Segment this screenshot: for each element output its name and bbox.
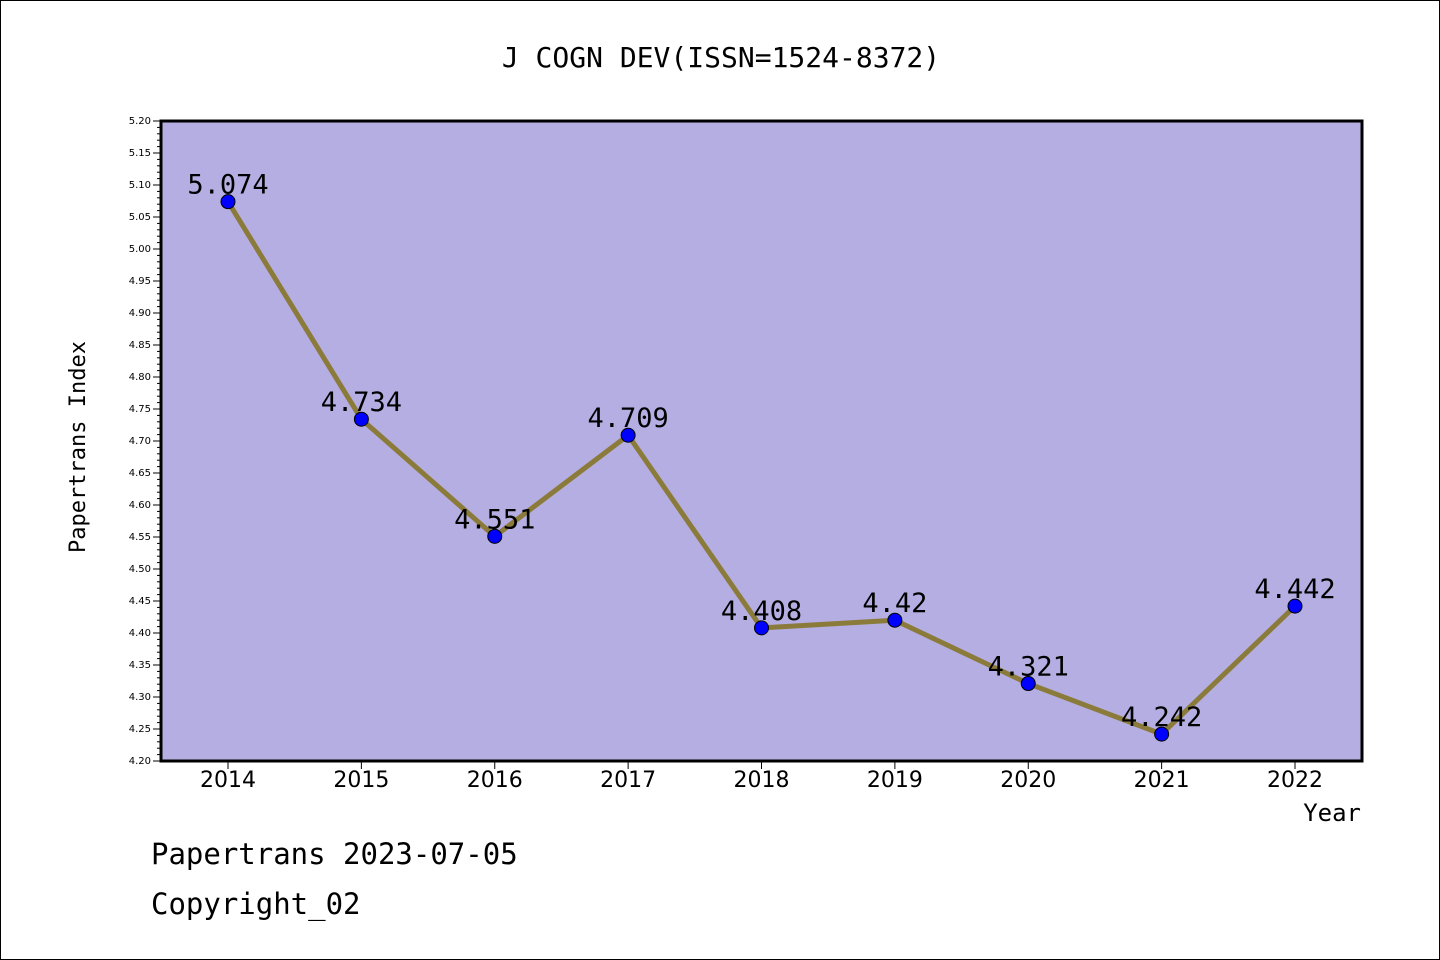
y-tick-label: 4.50 bbox=[129, 564, 151, 575]
x-tick-label: 2014 bbox=[200, 768, 256, 793]
data-label: 4.242 bbox=[1121, 702, 1202, 733]
data-point bbox=[353, 411, 369, 427]
y-tick-label: 4.95 bbox=[129, 276, 151, 287]
y-tick-label: 4.20 bbox=[129, 756, 151, 767]
y-tick-label: 4.65 bbox=[129, 468, 151, 479]
data-point bbox=[620, 427, 636, 443]
y-axis-label: Papertrans Index bbox=[66, 341, 91, 553]
data-point bbox=[1020, 676, 1036, 692]
data-label: 4.321 bbox=[988, 652, 1069, 683]
y-tick-label: 4.40 bbox=[129, 628, 151, 639]
y-tick-label: 4.35 bbox=[129, 660, 151, 671]
plot-area bbox=[159, 119, 1364, 763]
y-tick-label: 4.60 bbox=[129, 500, 151, 511]
data-points bbox=[220, 194, 1303, 742]
x-tick-label: 2015 bbox=[333, 768, 389, 793]
footer-copyright: Copyright_02 bbox=[151, 887, 361, 921]
data-point bbox=[754, 620, 769, 636]
y-tick-label: 5.20 bbox=[129, 116, 151, 127]
x-axis: 2014 2015 2016 2017 2018 2019 2020 2021 2022 bbox=[200, 761, 1323, 793]
y-axis: 4.20 4.25 4.30 4.35 4.40 4.45 4.50 4.55 4.60 4.65… bbox=[129, 116, 161, 767]
data-label: 5.074 bbox=[187, 170, 268, 201]
data-label: 4.709 bbox=[587, 403, 668, 434]
x-tick-label: 2018 bbox=[734, 768, 790, 793]
data-point bbox=[220, 194, 236, 210]
y-tick-label: 5.15 bbox=[129, 148, 151, 159]
y-tick-label: 5.10 bbox=[129, 180, 151, 191]
data-point bbox=[887, 612, 903, 628]
data-label: 4.551 bbox=[454, 504, 535, 535]
data-label: 4.442 bbox=[1254, 574, 1335, 605]
x-axis-label: Year bbox=[1303, 799, 1361, 827]
y-tick-label: 4.85 bbox=[129, 340, 151, 351]
x-tick-label: 2016 bbox=[467, 768, 523, 793]
y-tick-label: 4.45 bbox=[129, 596, 151, 607]
data-point bbox=[1154, 726, 1170, 742]
data-labels: 5.074 4.734 4.551 4.709 4.408 4.42 4.321 4.242 4… bbox=[187, 170, 1335, 733]
x-tick-label: 2022 bbox=[1267, 768, 1323, 793]
data-point bbox=[487, 528, 503, 544]
footer-stamp: Papertrans 2023-07-05 bbox=[151, 837, 518, 871]
y-tick-label: 4.25 bbox=[129, 724, 151, 735]
x-tick-label: 2019 bbox=[867, 768, 923, 793]
y-tick-label: 5.05 bbox=[129, 212, 151, 223]
data-label: 4.734 bbox=[321, 387, 402, 418]
y-tick-label: 4.75 bbox=[129, 404, 151, 415]
data-label: 4.42 bbox=[862, 588, 927, 619]
x-tick-label: 2020 bbox=[1000, 768, 1056, 793]
data-point bbox=[1287, 598, 1303, 614]
chart-title: J COGN DEV(ISSN=1524-8372) bbox=[502, 41, 940, 74]
y-tick-label: 4.70 bbox=[129, 436, 151, 447]
y-tick-label: 4.30 bbox=[129, 692, 151, 703]
y-tick-label: 4.90 bbox=[129, 308, 151, 319]
y-tick-label: 5.00 bbox=[129, 244, 151, 255]
data-label: 4.408 bbox=[721, 596, 802, 627]
y-tick-label: 4.80 bbox=[129, 372, 151, 383]
x-tick-label: 2017 bbox=[600, 768, 656, 793]
x-tick-label: 2021 bbox=[1134, 768, 1190, 793]
y-tick-label: 4.55 bbox=[129, 532, 151, 543]
